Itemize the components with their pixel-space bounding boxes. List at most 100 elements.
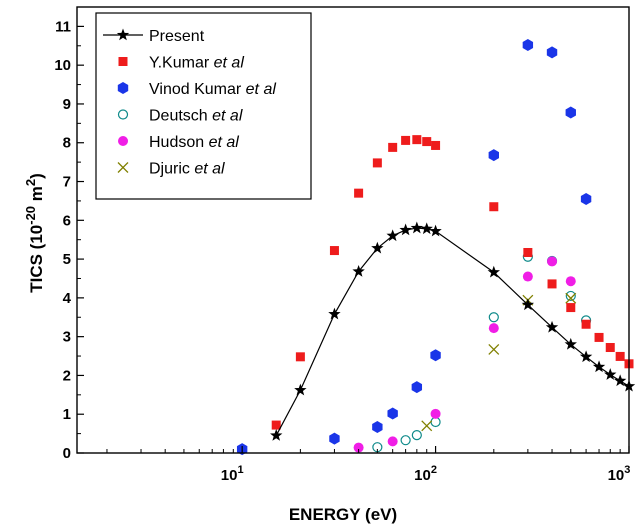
legend-label: Deutsch et al xyxy=(149,108,243,125)
series-y-kumar-et-al xyxy=(271,135,634,430)
y-tick-label: 8 xyxy=(63,135,71,152)
data-point xyxy=(488,323,499,334)
data-point xyxy=(411,430,422,441)
y-tick-label: 10 xyxy=(54,57,71,74)
data-point xyxy=(429,224,442,237)
data-point xyxy=(353,442,364,453)
x-tick-label: 101 xyxy=(221,464,244,484)
data-point-shape xyxy=(594,332,604,342)
data-point xyxy=(564,337,577,350)
y-axis-label-main: TICS (10 xyxy=(27,225,46,293)
data-point-shape xyxy=(613,374,627,387)
data-point-shape xyxy=(488,323,499,334)
legend-entry: Djuric et al xyxy=(117,161,225,178)
data-point-shape xyxy=(547,256,558,267)
legend-label: Y.Kumar et al xyxy=(149,55,244,72)
y-axis-label-unit-exp: 2 xyxy=(23,179,38,186)
data-point-shape xyxy=(352,265,365,277)
data-point xyxy=(605,343,615,353)
data-point xyxy=(580,192,592,205)
y-tick-label: 11 xyxy=(55,18,71,35)
data-point xyxy=(521,298,535,311)
data-point-shape xyxy=(545,320,559,333)
y-axis-label: TICS (10-20 m2) xyxy=(23,173,46,293)
legend-marker xyxy=(118,136,128,146)
data-point-shape xyxy=(605,343,615,353)
data-point-shape xyxy=(522,39,534,52)
data-point xyxy=(592,360,606,373)
data-point xyxy=(604,368,617,380)
data-point-shape xyxy=(328,307,341,320)
legend-marker-shape xyxy=(118,57,128,66)
data-point xyxy=(328,307,341,320)
legend-marker-shape xyxy=(117,82,129,94)
data-point-shape xyxy=(564,337,577,350)
data-point-shape xyxy=(430,349,441,362)
data-point-shape xyxy=(565,276,576,287)
plot-frame xyxy=(76,6,630,454)
data-point xyxy=(329,432,340,445)
data-point-shape xyxy=(388,142,398,152)
data-point-shape xyxy=(412,135,422,145)
data-point-shape xyxy=(411,381,423,394)
data-point xyxy=(488,312,499,323)
data-point-shape xyxy=(430,408,441,419)
data-point-shape xyxy=(329,432,340,445)
data-point xyxy=(430,349,441,362)
data-point-shape xyxy=(399,223,412,236)
legend-label: Present xyxy=(149,28,205,45)
legend-box xyxy=(95,12,312,200)
data-point xyxy=(431,140,441,150)
data-point-shape xyxy=(354,188,364,198)
y-axis-label-exp: -20 xyxy=(23,206,38,225)
y-axis-label-close: ) xyxy=(27,173,46,179)
data-point-shape xyxy=(294,383,307,396)
data-point-shape xyxy=(420,222,433,235)
data-point xyxy=(399,223,412,236)
data-point xyxy=(422,137,432,147)
data-point-shape xyxy=(386,229,399,242)
data-point xyxy=(523,247,533,257)
data-point xyxy=(420,222,433,235)
data-point xyxy=(371,241,384,254)
data-point-shape xyxy=(387,407,398,420)
data-point xyxy=(522,39,534,52)
y-tick-label: 5 xyxy=(63,251,71,268)
data-point-shape xyxy=(615,351,625,361)
data-point xyxy=(372,421,383,434)
legend-marker-shape xyxy=(116,28,130,41)
legend-marker-shape xyxy=(117,162,129,173)
data-point xyxy=(329,246,339,256)
data-point-shape xyxy=(372,421,383,434)
data-point-shape xyxy=(400,435,411,446)
data-point-shape xyxy=(429,224,442,237)
data-point-shape xyxy=(580,192,592,205)
axes: 0 1 2 3 4 5 6 7 8 9 10 11 101 102 103 xyxy=(54,6,631,484)
x-tick-label: 103 xyxy=(608,464,631,484)
data-point xyxy=(487,265,500,278)
legend-label: Vinod Kumar et al xyxy=(149,81,276,98)
data-point-shape xyxy=(270,429,283,441)
series-vinod-kumar-et-al xyxy=(236,39,592,456)
data-point xyxy=(386,229,399,242)
data-point xyxy=(412,135,422,145)
data-point-shape xyxy=(604,368,617,380)
data-point-shape xyxy=(387,436,398,447)
data-point-shape xyxy=(295,352,305,362)
data-point xyxy=(488,149,499,162)
data-point xyxy=(566,303,576,313)
legend-entry: Present xyxy=(103,28,205,45)
legend-marker-shape xyxy=(117,109,129,120)
data-point xyxy=(489,202,499,212)
legend-marker xyxy=(116,28,130,41)
data-point-shape xyxy=(487,265,500,278)
data-point xyxy=(410,221,424,234)
y-tick-label: 3 xyxy=(63,329,71,346)
data-point xyxy=(579,350,593,363)
legend-label: Hudson et al xyxy=(149,134,239,151)
data-point-shape xyxy=(371,241,384,254)
data-point xyxy=(271,420,281,430)
legend-label: Djuric et al xyxy=(149,161,225,178)
data-point xyxy=(488,343,500,355)
data-point xyxy=(522,271,533,282)
